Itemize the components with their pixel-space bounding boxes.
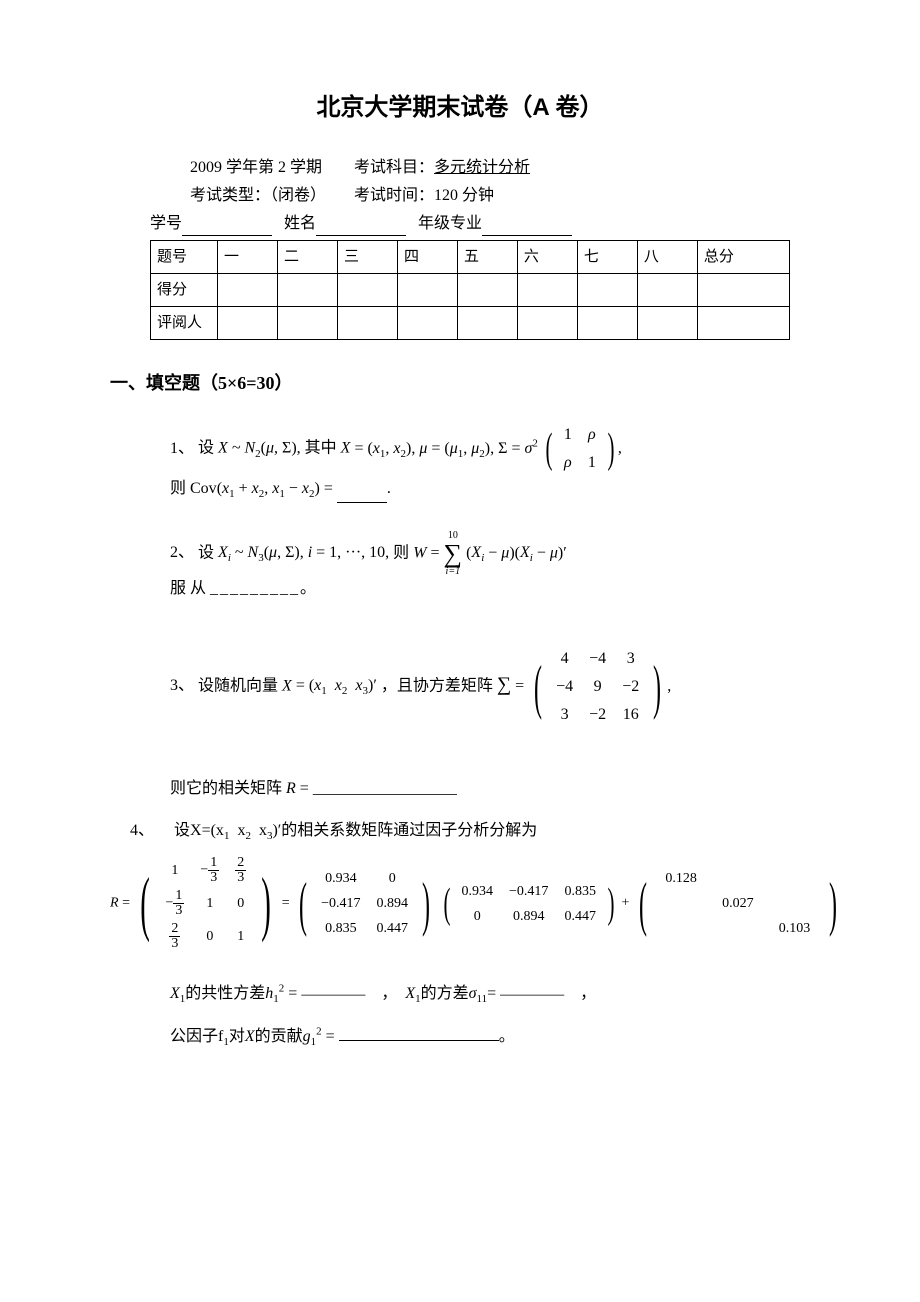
q1-math: X ~ N (218, 440, 255, 457)
paren-right-icon: ) (607, 883, 614, 925)
paren-right-icon: ) (829, 874, 837, 934)
exam-type: 考试类型：（闭卷） (190, 187, 326, 204)
col-header: 七 (577, 241, 637, 274)
question-3: 3、 设随机向量 X = (x1 x2 x3)′ ，且协方差矩阵 ∑ = ( 4… (170, 645, 810, 801)
row-header: 评阅人 (151, 307, 218, 340)
q3-prefix: 设随机向量 (198, 677, 278, 694)
subject-value: 多元统计分析 (434, 159, 530, 176)
paren-left-icon: ( (545, 428, 552, 470)
q2-dashes: _________ (210, 580, 300, 597)
row-header: 得分 (151, 274, 218, 307)
major-label: 年级专业 (418, 215, 482, 232)
exam-time: 考试时间：120 分钟 (354, 187, 494, 204)
q1-where: 其中 (305, 440, 337, 457)
paren-left-icon: ( (639, 874, 647, 934)
id-label: 学号 (150, 215, 182, 232)
q2-follows: 服 从 (170, 580, 210, 597)
q2-num: 2、 (170, 541, 194, 565)
table-row: 评阅人 (151, 307, 790, 340)
paren-left-icon: ( (299, 874, 307, 934)
q4-A-matrix: 0.9340 −0.4170.894 0.8350.447 (313, 866, 416, 941)
name-label: 姓名 (284, 215, 316, 232)
q1-num: 1、 (170, 437, 194, 461)
table-row: 得分 (151, 274, 790, 307)
q4-blanks: X1的共性方差h12 = ————， X1的方差σ11= ————， 公因子f1… (170, 973, 810, 1057)
q2-text-2: 则 (393, 544, 413, 561)
q4-B-matrix: 0.934−0.4170.835 00.8940.447 (454, 879, 604, 929)
question-1: 1、 设 X ~ N2(μ, Σ), 其中 X = (x1, x2), μ = … (170, 421, 810, 503)
col-header: 四 (397, 241, 457, 274)
question-4: 4、 设X=(x1 x2 x3)′的相关系数矩阵通过因子分析分解为 R = ( … (110, 819, 810, 1057)
q4-text-1b: )′的相关系数矩阵通过因子分析分解为 (272, 822, 537, 839)
semester-text: 2009 学年第 2 学期 (190, 159, 322, 176)
hline-icon: ———— (301, 974, 381, 1016)
row-header: 题号 (151, 241, 218, 274)
col-header: 二 (277, 241, 337, 274)
col-header: 三 (337, 241, 397, 274)
major-blank (482, 217, 572, 236)
name-blank (316, 217, 406, 236)
col-header: 五 (457, 241, 517, 274)
id-blank (182, 217, 272, 236)
subject-label: 考试科目： (354, 159, 434, 176)
sigma-icon: 10 ∑ i=1 (444, 531, 463, 577)
section-1-header: 一、填空题（5×6=30） (110, 370, 810, 397)
student-info-row: 学号 姓名 年级专业 (150, 212, 810, 236)
paren-right-icon: ) (607, 428, 614, 470)
question-2: 2、 设 Xi ~ N3(μ, Σ), i = 1, ···, 10, 则 W … (170, 531, 810, 601)
q4-R-matrix: 1 −13 23 −13 1 0 23 0 1 (157, 854, 254, 953)
q3-line2: 则它的相关矩阵 (170, 780, 282, 797)
score-table: 题号 一 二 三 四 五 六 七 八 总分 得分 评阅人 (150, 240, 790, 340)
paren-left-icon: ( (443, 883, 450, 925)
q2-text-1: 设 (198, 544, 218, 561)
col-header: 八 (637, 241, 697, 274)
paren-right-icon: ) (422, 874, 430, 934)
q1-matrix: 1ρ ρ1 (556, 421, 604, 477)
q1-cov-label: 则 Cov (170, 480, 217, 497)
q4-equation: R = ( 1 −13 23 −13 1 0 23 0 1 ) = ( 0.93… (110, 854, 810, 953)
q4-num: 4、 (130, 819, 154, 843)
q3-blank: __________________ (313, 780, 457, 797)
q3-num: 3、 (170, 674, 194, 698)
hline-icon: ———— (500, 974, 580, 1016)
paren-left-icon: ( (141, 871, 151, 936)
table-row: 题号 一 二 三 四 五 六 七 八 总分 (151, 241, 790, 274)
exam-title: 北京大学期末试卷（A 卷） (110, 90, 810, 126)
paren-right-icon: ) (261, 871, 271, 936)
col-header: 总分 (697, 241, 789, 274)
q4-text-1a: 设X=(x (174, 822, 224, 839)
meta-line-2: 考试类型：（闭卷） 考试时间：120 分钟 (190, 184, 810, 208)
paren-right-icon: ) (653, 657, 661, 717)
col-header: 六 (517, 241, 577, 274)
col-header: 一 (218, 241, 278, 274)
paren-left-icon: ( (534, 657, 542, 717)
q4-g-blank (339, 1024, 499, 1041)
q4-D-matrix: 0.128 0.027 0.103 (653, 866, 823, 941)
q1-text: 设 (198, 440, 214, 457)
q3-mid: ，且协方差矩阵 (381, 677, 493, 694)
q3-matrix: 4−43 −49−2 3−216 (548, 645, 647, 729)
meta-line-1: 2009 学年第 2 学期 考试科目：多元统计分析 (190, 156, 810, 180)
q1-blank (337, 484, 387, 503)
